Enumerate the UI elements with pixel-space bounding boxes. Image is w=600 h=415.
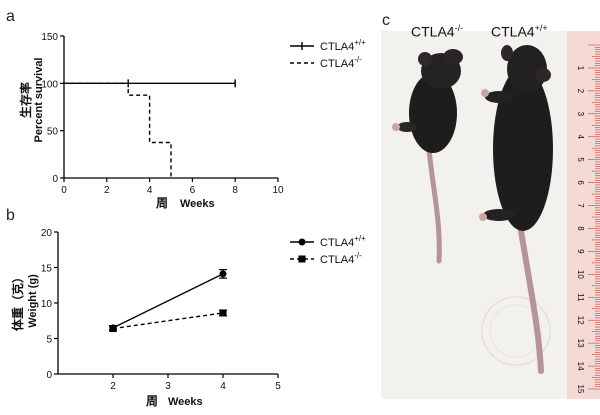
legend-label-sup: -/- [354,251,362,260]
data-point-square [109,325,117,333]
x-tick-label: 8 [232,185,238,196]
y-tick-label: 50 [47,127,59,138]
y-tick-label: 10 [41,299,53,310]
photo-label-knockout: CTLA4-/- [411,23,464,40]
photo-label-wildtype: CTLA4+/+ [491,23,548,40]
ruler-number: 1 [576,66,585,71]
weight-series [109,269,227,333]
weight-xlabel-en: Weeks [168,396,203,408]
legend-label-sup: -/- [354,55,362,64]
weight-line [112,312,224,330]
survival-xlabel-cn: 周 [156,196,168,210]
survival-xlabel-en: Weeks [180,198,215,210]
legend-marker [298,238,306,246]
mouse-wildtype [479,45,553,374]
ruler-number: 15 [576,385,585,394]
survival-axes: 0 50 100 150 0 2 4 6 8 10 [41,32,284,196]
weight-line [112,273,224,329]
ruler-number: 4 [576,135,585,140]
ruler-number: 12 [576,316,585,325]
weight-axes: 0 5 10 15 20 2 3 4 5 [41,228,281,392]
survival-legend: CTLA4+/+ CTLA4-/- [290,38,366,70]
y-tick-label: 20 [41,228,53,239]
legend-label: CTLA4-/- [320,55,362,70]
ruler-number: 5 [576,157,585,162]
legend-label: CTLA4+/+ [320,38,366,53]
x-tick-label: 10 [272,185,284,196]
survival-chart: 0 50 100 150 0 2 4 6 8 10 CTLA4+/+ CTLA4-/- 生存率 Pe… [18,32,366,210]
data-point-circle [219,270,227,278]
y-tick-label: 150 [41,32,58,43]
ruler-number: 7 [576,203,585,208]
ruler-number: 9 [576,249,585,254]
ruler-number: 14 [576,362,585,371]
legend-label: CTLA4+/+ [320,234,366,249]
mouse-knockout [392,49,463,264]
x-tick-label: 5 [275,381,281,392]
ruler-number: 3 [576,112,585,117]
x-tick-label: 4 [220,381,226,392]
legend-label: CTLA4-/- [320,251,362,266]
x-tick-label: 2 [104,185,110,196]
x-tick-label: 0 [61,185,67,196]
ruler-number: 11 [576,293,585,302]
legend-marker [298,255,306,263]
panel-letter-a: a [6,8,15,25]
y-tick-label: 5 [46,335,52,346]
dish-outline [481,296,551,366]
weight-ylabel-en: Weight (g) [27,274,39,328]
panel-letter-b: b [6,207,15,224]
y-tick-label: 100 [41,79,58,90]
x-tick-label: 3 [165,381,171,392]
y-tick-label: 0 [52,174,58,185]
y-tick-label: 0 [46,370,52,381]
weight-ylabel-cn: 体重（克） [10,271,25,331]
weight-chart: 0 5 10 15 20 2 3 4 5 CTLA4+/+ CTLA4-/- 体重（克） Weig… [10,228,366,408]
weight-xlabel-cn: 周 [146,394,158,408]
survival-ylabel-en: Percent survival [33,58,45,143]
x-tick-label: 4 [147,185,153,196]
ruler-number: 13 [576,339,585,348]
x-tick-label: 6 [190,185,196,196]
ruler-number: 6 [576,180,585,185]
legend-label-sup: +/+ [354,38,366,47]
ruler-number: 2 [576,89,585,94]
ruler-number: 10 [576,270,585,279]
legend-label-sup: +/+ [354,234,366,243]
dish-outline-inner [489,304,543,358]
panel-letter-c: c [382,12,390,29]
survival-curve [64,82,172,178]
survival-ylabel-cn: 生存率 [18,82,33,118]
weight-legend: CTLA4+/+ CTLA4-/- [290,234,366,266]
x-tick-label: 2 [110,381,116,392]
ruler-number: 8 [576,226,585,231]
data-point-square [219,309,227,317]
survival-series [64,79,236,178]
y-tick-label: 15 [41,264,53,275]
